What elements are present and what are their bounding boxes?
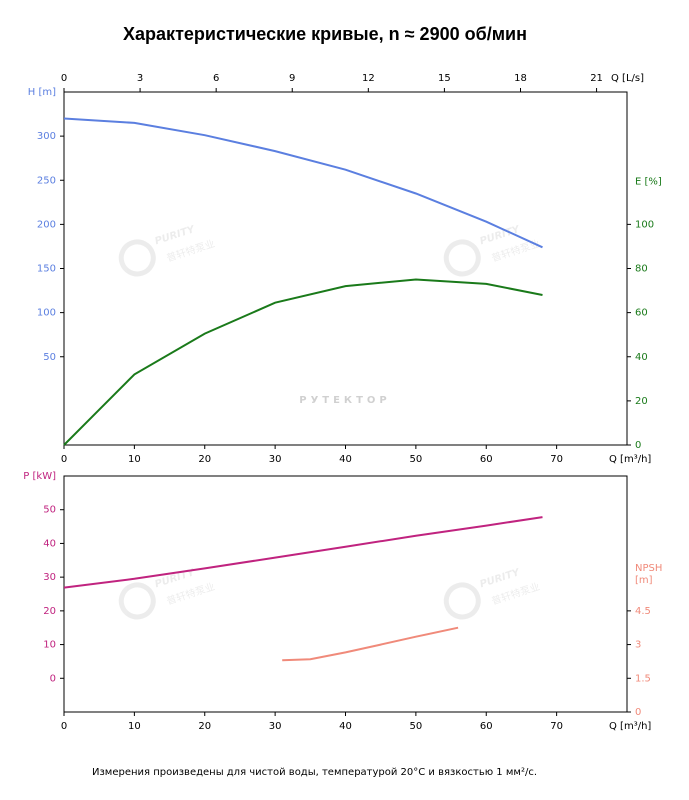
x-tick-label: 30 — [269, 454, 282, 465]
y2-tick-label: 0 — [635, 440, 641, 451]
y2-tick-label: 4.5 — [635, 606, 651, 617]
y-tick-label: 200 — [37, 219, 56, 230]
x2-tick-label: 21 — [590, 73, 603, 84]
plot-frame — [63, 475, 628, 713]
x2-tick-label: 0 — [61, 73, 67, 84]
x-axis-label: Q [m³/h] — [609, 454, 651, 465]
x-axis-label: Q [m³/h] — [609, 721, 651, 732]
curve-p — [63, 516, 543, 589]
x2-tick-label: 18 — [514, 73, 527, 84]
x-tick-label: 40 — [339, 721, 352, 732]
curve-e — [63, 278, 543, 446]
x-tick-label: 0 — [61, 721, 67, 732]
x-tick-label: 30 — [269, 721, 282, 732]
watermark-icon — [118, 239, 156, 277]
x-tick-label: 60 — [480, 454, 493, 465]
y2-tick-label: 100 — [635, 219, 654, 230]
x-tick-label: 70 — [550, 454, 563, 465]
y-axis-label: P [kW] — [23, 471, 56, 482]
x-tick-label: 20 — [198, 454, 211, 465]
y2-tick-label: 1.5 — [635, 673, 651, 684]
x-tick-label: 70 — [550, 721, 563, 732]
y2-axis-label: [m] — [635, 575, 653, 586]
watermark-logo-text: PURITY — [479, 567, 523, 591]
y2-tick-label: 80 — [635, 264, 648, 275]
y-tick-label: 20 — [43, 606, 56, 617]
y2-tick-label: 60 — [635, 308, 648, 319]
x2-tick-label: 6 — [213, 73, 219, 84]
x-tick-label: 10 — [128, 721, 141, 732]
y-tick-label: 100 — [37, 308, 56, 319]
x-tick-label: 40 — [339, 454, 352, 465]
watermark: РУТЕКТОР — [299, 395, 391, 406]
x-tick-label: 50 — [410, 721, 423, 732]
curve-npsh — [282, 626, 459, 662]
x-tick-label: 50 — [410, 454, 423, 465]
y-tick-label: 300 — [37, 131, 56, 142]
watermark-icon — [443, 582, 481, 620]
x2-axis-label: Q [L/s] — [611, 73, 644, 84]
y-tick-label: 250 — [37, 175, 56, 186]
y-axis-label: H [m] — [28, 87, 56, 98]
x2-tick-label: 3 — [137, 73, 143, 84]
x-tick-label: 20 — [198, 721, 211, 732]
x-tick-label: 10 — [128, 454, 141, 465]
y2-tick-label: 3 — [635, 640, 641, 651]
x-tick-label: 60 — [480, 721, 493, 732]
y-tick-label: 40 — [43, 538, 56, 549]
y2-axis-label: NPSH — [635, 563, 662, 574]
curve-h — [63, 117, 543, 249]
y2-tick-label: 20 — [635, 396, 648, 407]
x2-tick-label: 9 — [289, 73, 295, 84]
y-tick-label: 50 — [43, 352, 56, 363]
y2-axis-label: E [%] — [635, 176, 662, 187]
y-tick-label: 10 — [43, 640, 56, 651]
x2-tick-label: 12 — [362, 73, 375, 84]
y-tick-label: 150 — [37, 264, 56, 275]
y-tick-label: 50 — [43, 505, 56, 516]
y-tick-label: 30 — [43, 572, 56, 583]
watermark-logo-text: PURITY — [154, 224, 198, 248]
watermark-icon — [118, 582, 156, 620]
chart-title: Характеристические кривые, n ≈ 2900 об/м… — [123, 24, 527, 44]
y2-tick-label: 0 — [635, 707, 641, 718]
y2-tick-label: 40 — [635, 352, 648, 363]
x-tick-label: 0 — [61, 454, 67, 465]
y-tick-label: 0 — [50, 673, 56, 684]
x2-tick-label: 15 — [438, 73, 451, 84]
footnote: Измерения произведены для чистой воды, т… — [92, 767, 537, 778]
watermark-icon — [443, 239, 481, 277]
